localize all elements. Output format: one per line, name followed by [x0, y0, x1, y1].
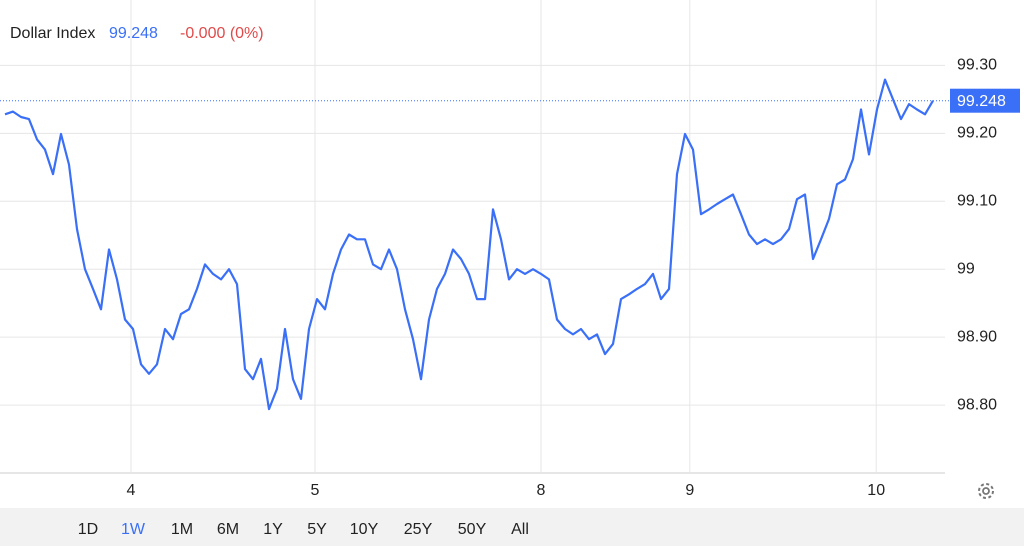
header-change: -0.000 (0%)	[180, 25, 264, 42]
range-button[interactable]: 1Y	[263, 521, 283, 538]
range-button[interactable]: 25Y	[404, 521, 433, 538]
settings-icon[interactable]	[978, 483, 994, 499]
y-tick-label: 98.90	[957, 328, 997, 345]
x-tick-label: 10	[867, 482, 885, 499]
instrument-name: Dollar Index	[10, 25, 95, 42]
x-tick-label: 8	[537, 482, 546, 499]
range-button[interactable]: 1D	[78, 521, 98, 538]
y-tick-label: 98.80	[957, 396, 997, 413]
range-button[interactable]: 10Y	[350, 521, 379, 538]
x-tick-label: 9	[685, 482, 694, 499]
x-tick-label: 5	[311, 482, 320, 499]
range-button[interactable]: 6M	[217, 521, 239, 538]
header-price: 99.248	[109, 25, 158, 42]
range-button[interactable]: 50Y	[458, 521, 487, 538]
range-bar	[0, 508, 1024, 546]
y-tick-label: 99.20	[957, 125, 997, 142]
y-tick-label: 99.10	[957, 192, 997, 209]
y-tick-label: 99	[957, 260, 975, 277]
y-tick-label: 99.30	[957, 57, 997, 74]
price-line	[4, 78, 934, 411]
current-value-box	[950, 88, 1020, 113]
range-button[interactable]: 5Y	[307, 521, 327, 538]
x-tick-label: 4	[127, 482, 136, 499]
range-button[interactable]: 1M	[171, 521, 193, 538]
current-value-label: 99.248	[957, 93, 1006, 110]
range-button[interactable]: All	[511, 521, 529, 538]
range-button[interactable]: 1W	[121, 521, 146, 538]
